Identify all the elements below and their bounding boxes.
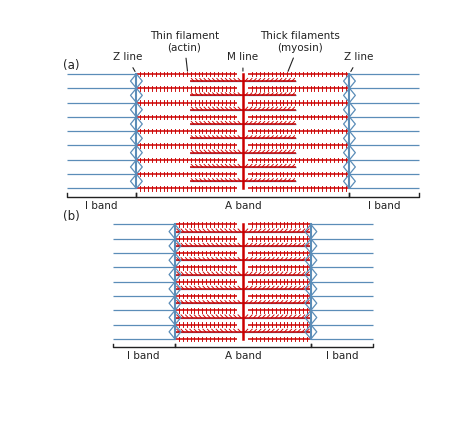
Text: Thick filaments
(myosin): Thick filaments (myosin) (260, 31, 340, 71)
Text: A band: A band (225, 201, 261, 210)
Text: A band: A band (225, 351, 261, 361)
Text: (b): (b) (63, 210, 80, 223)
Text: Z line: Z line (344, 52, 374, 71)
Text: Thin filament
(actin): Thin filament (actin) (150, 31, 219, 71)
Text: I band: I band (368, 201, 401, 210)
Text: I band: I band (85, 201, 118, 210)
Text: (a): (a) (63, 59, 80, 72)
Text: Z line: Z line (112, 52, 142, 71)
Text: I band: I band (128, 351, 160, 361)
Text: I band: I band (326, 351, 358, 361)
Text: M line: M line (228, 52, 258, 71)
